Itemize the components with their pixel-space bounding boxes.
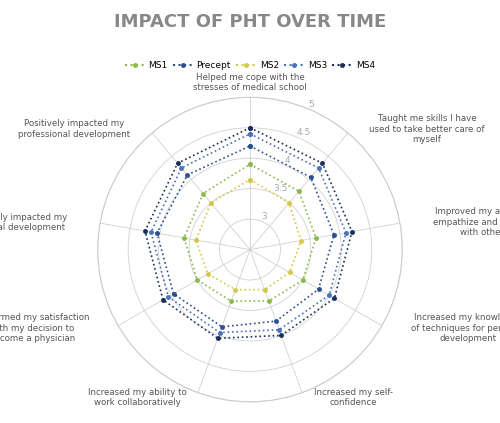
Text: Taught me skills I have
used to take better care of
myself: Taught me skills I have used to take bet… xyxy=(370,114,485,144)
Text: Increased my ability to
work collaboratively: Increased my ability to work collaborati… xyxy=(88,387,186,407)
Text: Improved my ability to
empathize and connect
with others: Improved my ability to empathize and con… xyxy=(433,207,500,237)
Text: Increased my knowledge
of techniques for personal
development: Increased my knowledge of techniques for… xyxy=(411,313,500,343)
Text: IMPACT OF PHT OVER TIME: IMPACT OF PHT OVER TIME xyxy=(114,13,386,31)
Text: Confirmed my satisfaction
with my decision to
become a physician: Confirmed my satisfaction with my decisi… xyxy=(0,313,89,343)
Text: Helped me cope with the
stresses of medical school: Helped me cope with the stresses of medi… xyxy=(193,73,307,92)
Text: Positively impacted my
personal development: Positively impacted my personal developm… xyxy=(0,213,67,232)
Legend: MS1, Precept, MS2, MS3, MS4: MS1, Precept, MS2, MS3, MS4 xyxy=(122,58,378,74)
Text: Positively impacted my
professional development: Positively impacted my professional deve… xyxy=(18,119,130,139)
Text: Increased my self-
confidence: Increased my self- confidence xyxy=(314,387,392,407)
